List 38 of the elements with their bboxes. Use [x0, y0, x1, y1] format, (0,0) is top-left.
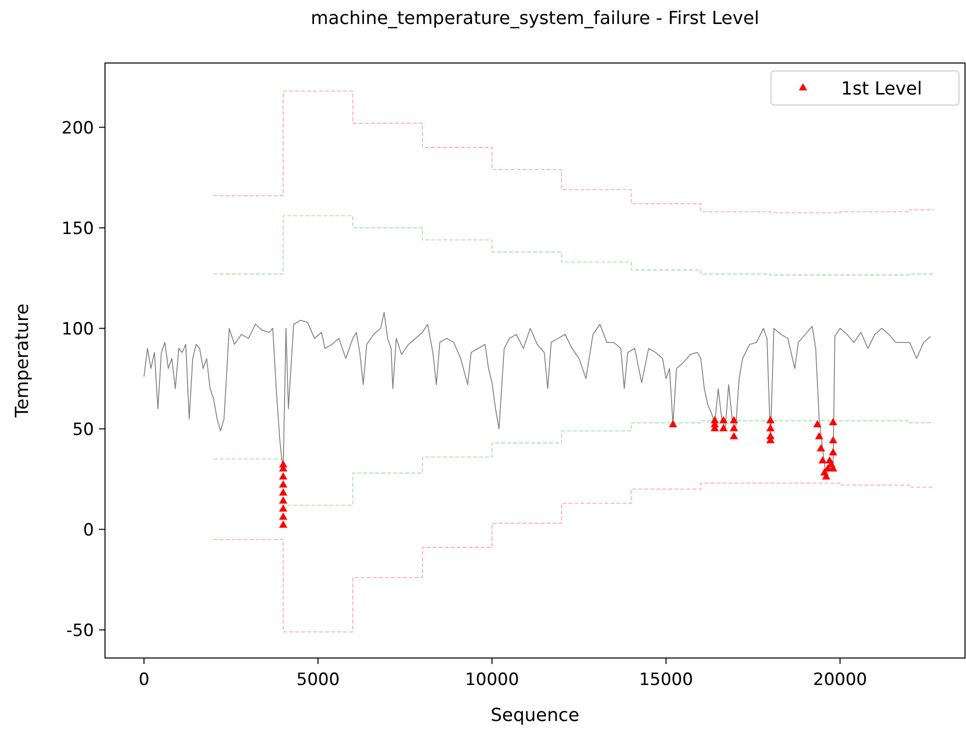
point	[828, 448, 838, 456]
y-tick-label: 50	[72, 420, 94, 440]
point	[279, 504, 288, 512]
y-tick-label: 100	[62, 319, 94, 340]
point	[828, 436, 838, 444]
point	[719, 416, 728, 424]
point	[279, 480, 288, 488]
x-tick-label: 5000	[296, 670, 340, 690]
y-axis-title: Temperature	[12, 303, 33, 419]
point	[668, 420, 678, 428]
point	[719, 424, 728, 432]
y-tick-label: 0	[83, 520, 94, 540]
x-tick-label: 20000	[813, 670, 868, 690]
point	[730, 432, 738, 440]
point	[279, 520, 288, 528]
x-axis-title: Sequence	[490, 705, 580, 726]
point	[766, 424, 775, 432]
y-tick-label: -50	[66, 620, 94, 641]
point	[828, 418, 838, 426]
y-tick-label: 150	[62, 218, 94, 239]
point	[730, 424, 738, 432]
point	[279, 496, 288, 504]
point	[279, 460, 288, 468]
point	[279, 472, 288, 480]
point	[818, 456, 827, 464]
chart-title: machine_temperature_system_failure - First Level	[310, 8, 760, 29]
point	[279, 488, 288, 496]
x-tick-label: 15000	[638, 670, 694, 690]
point	[730, 416, 738, 424]
y-tick-label: 200	[62, 118, 94, 138]
point	[279, 512, 288, 520]
point	[815, 432, 824, 440]
x-tick-label: 10000	[464, 670, 520, 690]
point	[816, 444, 826, 452]
point	[813, 420, 822, 428]
point	[766, 416, 775, 424]
legend-label: 1st Level	[841, 78, 922, 100]
x-tick-label: 0	[138, 670, 150, 690]
